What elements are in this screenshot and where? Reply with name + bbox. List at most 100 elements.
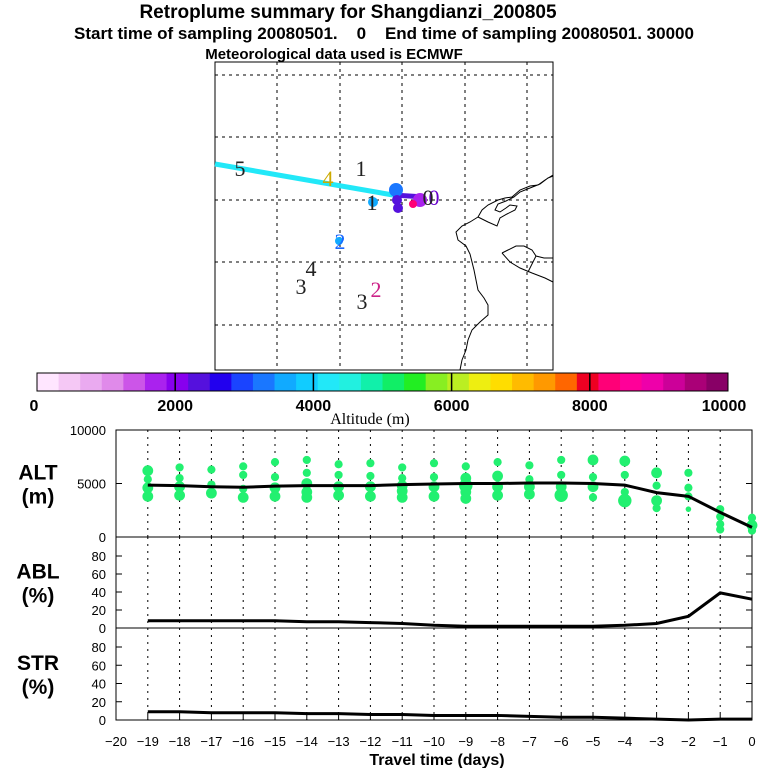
- scatter-point: [396, 492, 408, 503]
- scatter-point: [334, 460, 343, 469]
- scatter-point: [270, 458, 280, 467]
- scatter-point: [620, 470, 629, 480]
- trajectory-label: 1: [356, 156, 367, 181]
- panel-str: 80 60 40 20 0 STR(%): [17, 627, 753, 728]
- y-tick-label: 0: [99, 713, 106, 728]
- start-label: Start time of sampling: [74, 24, 253, 43]
- x-tick-label: −10: [423, 734, 445, 749]
- start-value: 20080501.: [257, 24, 338, 43]
- colorbar-label: Altitude (m): [330, 411, 410, 428]
- colorbar-swatch: [37, 373, 60, 391]
- scatter-point: [652, 504, 661, 513]
- colorbar-swatch: [706, 373, 729, 391]
- start-hour: 0: [356, 24, 367, 43]
- scatter-point: [206, 487, 217, 499]
- scatter-point: [175, 474, 184, 483]
- mean-altitude-line: [147, 481, 753, 529]
- x-tick-label: −12: [359, 734, 381, 749]
- x-tick-label: −15: [264, 734, 286, 749]
- scatter-point: [684, 483, 693, 492]
- x-tick-label: 0: [748, 734, 755, 749]
- y-axis-unit: (%): [22, 676, 55, 699]
- scatter-point: [239, 470, 248, 480]
- x-tick-label: −11: [392, 734, 413, 749]
- colorbar-tick-label: 6000: [434, 398, 470, 415]
- trajectory-point: [393, 203, 403, 213]
- scatter-point: [620, 487, 629, 497]
- y-axis-label: ABL: [16, 561, 59, 584]
- colorbar-swatch: [555, 373, 578, 391]
- scatter-point: [747, 526, 757, 535]
- scatter-point: [685, 506, 692, 512]
- scatter-point: [302, 455, 311, 465]
- colorbar-swatch: [641, 373, 664, 391]
- y-tick-label: 10000: [70, 423, 106, 438]
- scatter-point: [174, 489, 186, 501]
- scatter-point: [492, 489, 503, 501]
- colorbar-swatch: [123, 373, 146, 391]
- trajectory-point: [392, 195, 402, 205]
- x-tick-label: −5: [586, 734, 601, 749]
- scatter-point: [365, 490, 376, 502]
- scatter-point: [492, 470, 503, 482]
- x-tick-label: −9: [458, 734, 473, 749]
- y-tick-label: 5000: [77, 477, 106, 492]
- colorbar-swatch: [684, 373, 707, 391]
- trajectory: [214, 161, 427, 245]
- colorbar-swatch: [231, 373, 254, 391]
- scatter-point: [398, 463, 407, 472]
- y-tick-label: 40: [92, 585, 106, 600]
- y-tick-label: 0: [99, 621, 106, 636]
- scatter-point: [143, 475, 152, 484]
- y-axis-label: ALT: [18, 462, 57, 485]
- scatter-point: [716, 525, 725, 534]
- colorbar-swatch: [166, 373, 189, 391]
- x-tick-label: −20: [105, 734, 127, 749]
- x-tick-label: −6: [554, 734, 569, 749]
- colorbar-swatch: [339, 373, 362, 391]
- trajectory-path: [214, 161, 394, 198]
- colorbar-swatch: [468, 373, 491, 391]
- scatter-point: [428, 490, 440, 502]
- scatter-point: [554, 488, 568, 502]
- x-tick-label: −13: [328, 734, 350, 749]
- colorbar-swatch: [317, 373, 340, 391]
- scatter-point: [301, 492, 313, 503]
- colorbar-swatch: [533, 373, 556, 391]
- scatter-point: [525, 475, 534, 484]
- trajectory-label: 2: [371, 277, 382, 302]
- x-axis: −20 −19 −18 −17 −16 −15 −14 −13 −12 −11 −10 −9 −8 −7−…: [105, 714, 756, 768]
- series-line: [147, 591, 753, 628]
- colorbar-swatch: [425, 373, 448, 391]
- colorbar-swatch: [188, 373, 211, 391]
- colorbar-swatch: [404, 373, 427, 391]
- colorbar-tick-label: 4000: [296, 398, 332, 415]
- colorbar-tick-label: 0: [30, 398, 39, 415]
- scatter-point: [302, 468, 311, 477]
- colorbar-tick-label: 2000: [157, 398, 193, 415]
- scatter-point: [619, 455, 631, 467]
- y-tick-label: 60: [92, 658, 106, 673]
- scatter-point: [175, 463, 184, 472]
- colorbar-frame: [36, 372, 729, 392]
- colorbar-swatch: [382, 373, 405, 391]
- x-tick-label: −4: [617, 734, 632, 749]
- x-tick-label: −8: [490, 734, 505, 749]
- y-axis-label: STR: [17, 652, 59, 675]
- trajectory-label: 2: [335, 229, 346, 254]
- colorbar-swatch: [296, 373, 319, 391]
- scatter-point: [525, 461, 534, 470]
- trajectory-label: 0: [429, 185, 440, 210]
- colorbar-swatch: [576, 373, 599, 391]
- x-tick-label: −2: [681, 734, 696, 749]
- scatter-point: [142, 465, 154, 477]
- colorbar-swatch: [58, 373, 81, 391]
- y-axis-unit: (%): [22, 585, 55, 608]
- map-frame: [214, 61, 554, 371]
- x-tick-label: −19: [137, 734, 159, 749]
- colorbar-swatch: [490, 373, 513, 391]
- x-tick-label: −16: [232, 734, 254, 749]
- scatter-point: [366, 471, 375, 481]
